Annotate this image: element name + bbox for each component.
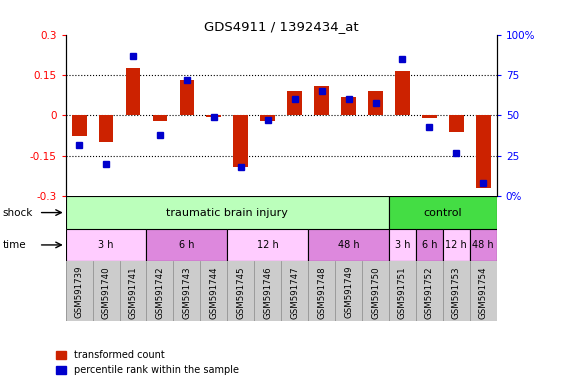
Text: 48 h: 48 h	[338, 240, 359, 250]
Bar	[207, 116, 222, 117]
Bar	[389, 196, 497, 229]
Text: shock: shock	[3, 208, 33, 218]
Text: GSM591747: GSM591747	[290, 266, 299, 318]
Bar	[147, 229, 227, 261]
Bar	[179, 80, 194, 116]
Text: GSM591748: GSM591748	[317, 266, 326, 318]
Text: 48 h: 48 h	[472, 240, 494, 250]
Text: GSM591740: GSM591740	[102, 266, 111, 318]
Text: GSM591742: GSM591742	[155, 266, 164, 318]
Text: control: control	[424, 208, 462, 218]
Text: GSM591754: GSM591754	[479, 266, 488, 318]
Text: 12 h: 12 h	[445, 240, 467, 250]
Bar	[287, 91, 302, 116]
Text: GSM591745: GSM591745	[236, 266, 246, 318]
Bar	[449, 116, 464, 132]
Bar	[66, 229, 147, 261]
Text: time: time	[3, 240, 26, 250]
Bar	[341, 97, 356, 116]
Text: 3 h: 3 h	[395, 240, 410, 250]
Legend: transformed count, percentile rank within the sample: transformed count, percentile rank withi…	[57, 351, 239, 375]
Bar	[314, 86, 329, 116]
Bar	[395, 71, 410, 116]
Text: GSM591752: GSM591752	[425, 266, 434, 318]
Bar	[416, 229, 443, 261]
Text: GSM591746: GSM591746	[263, 266, 272, 318]
Bar	[368, 91, 383, 116]
Bar	[470, 229, 497, 261]
Text: GSM591739: GSM591739	[75, 266, 83, 318]
Title: GDS4911 / 1392434_at: GDS4911 / 1392434_at	[204, 20, 359, 33]
Bar	[422, 116, 437, 118]
Bar	[234, 116, 248, 167]
Bar	[476, 116, 490, 188]
Bar	[227, 229, 308, 261]
Bar	[260, 116, 275, 121]
Text: GSM591744: GSM591744	[210, 266, 218, 318]
Text: GSM591753: GSM591753	[452, 266, 461, 318]
Bar	[389, 229, 416, 261]
Text: 12 h: 12 h	[257, 240, 279, 250]
Text: GSM591743: GSM591743	[182, 266, 191, 318]
Bar	[308, 229, 389, 261]
Text: 6 h: 6 h	[421, 240, 437, 250]
Text: GSM591750: GSM591750	[371, 266, 380, 318]
Text: traumatic brain injury: traumatic brain injury	[166, 208, 288, 218]
Text: GSM591751: GSM591751	[398, 266, 407, 318]
Bar	[152, 116, 167, 121]
Text: 3 h: 3 h	[98, 240, 114, 250]
Bar	[72, 116, 87, 136]
Bar	[126, 68, 140, 116]
Bar	[66, 196, 389, 229]
Bar	[99, 116, 114, 142]
Text: GSM591749: GSM591749	[344, 266, 353, 318]
Text: GSM591741: GSM591741	[128, 266, 138, 318]
Bar	[443, 229, 470, 261]
Text: 6 h: 6 h	[179, 240, 195, 250]
